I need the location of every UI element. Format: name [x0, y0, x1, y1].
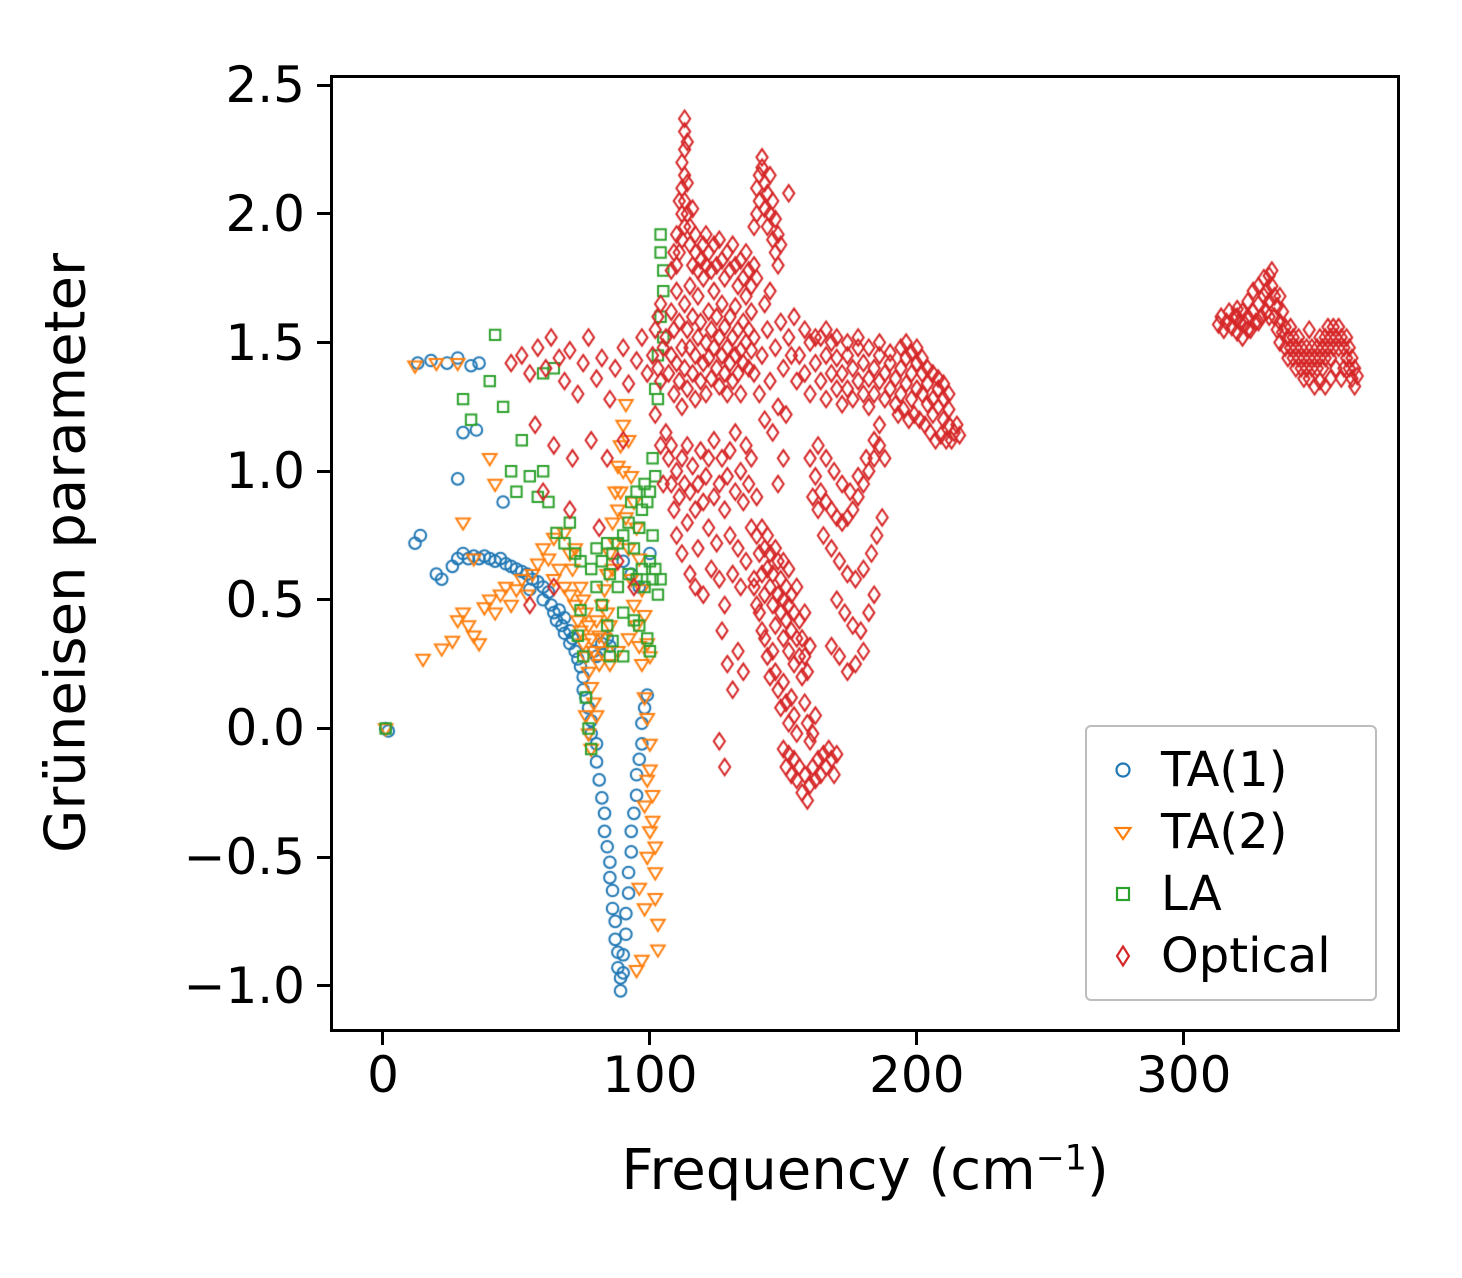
y-tick-label: 1.0 [225, 442, 305, 501]
legend-entry-la: LA [1111, 863, 1375, 925]
x-axis-label: Frequency (cm−1) [621, 1138, 1108, 1203]
y-tick-mark [317, 726, 330, 730]
y-tick-mark [317, 598, 330, 602]
plot-area [330, 75, 1400, 1032]
y-tick-label: 0.5 [225, 570, 305, 629]
x-tick-mark [381, 1032, 385, 1045]
legend-label-ta1: TA(1) [1161, 742, 1288, 798]
y-tick-label: −1.0 [183, 956, 305, 1015]
x-axis-label-superscript: −1 [1035, 1138, 1087, 1179]
y-tick-label: 0.0 [225, 699, 305, 758]
legend-label-optical: Optical [1161, 928, 1331, 984]
y-tick-mark [317, 83, 330, 87]
x-axis-label-pre: Frequency (cm [621, 1138, 1036, 1203]
x-axis-label-post: ) [1086, 1138, 1109, 1203]
x-tick-label: 100 [602, 1046, 698, 1104]
x-tick-label: 0 [367, 1046, 399, 1104]
x-tick-mark [648, 1032, 652, 1045]
y-tick-mark [317, 984, 330, 988]
legend-entry-optical: Optical [1111, 925, 1375, 987]
y-tick-label: 1.5 [225, 313, 305, 372]
la-square-marker-icon [1111, 882, 1135, 906]
legend: TA(1) TA(2) LA Optical [1085, 725, 1377, 1001]
x-tick-label: 300 [1136, 1046, 1232, 1104]
y-tick-mark [317, 469, 330, 473]
optical-diamond-marker-icon [1111, 944, 1135, 968]
y-tick-mark [317, 855, 330, 859]
y-tick-mark [317, 212, 330, 216]
legend-entry-ta1: TA(1) [1111, 739, 1375, 801]
y-axis-label: Grüneisen parameter [33, 253, 99, 853]
y-tick-mark [317, 341, 330, 345]
x-tick-label: 200 [869, 1046, 965, 1104]
ta2-triangle-marker-icon [1111, 820, 1135, 844]
y-tick-label: 2.0 [225, 184, 305, 243]
legend-label-la: LA [1161, 866, 1222, 922]
x-tick-mark [1182, 1032, 1186, 1045]
x-tick-mark [915, 1032, 919, 1045]
legend-label-ta2: TA(2) [1161, 804, 1288, 860]
y-tick-label: 2.5 [225, 56, 305, 115]
ta1-circle-marker-icon [1111, 758, 1135, 782]
legend-entry-ta2: TA(2) [1111, 801, 1375, 863]
y-tick-label: −0.5 [183, 828, 305, 887]
